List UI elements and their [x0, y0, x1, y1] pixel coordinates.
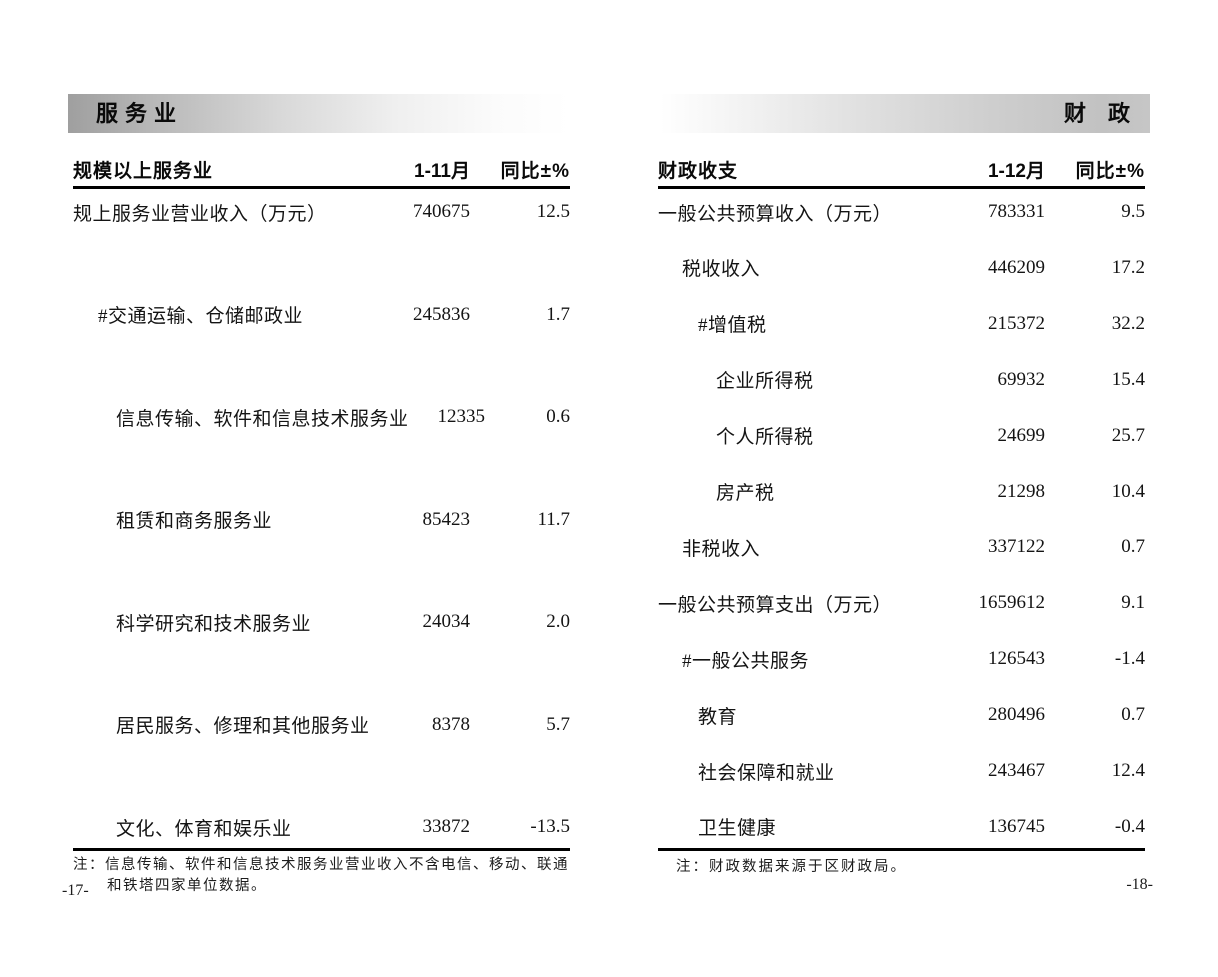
table-top-rule-right	[658, 186, 1145, 189]
row-value: 1659612	[978, 592, 1046, 614]
row-yoy: 15.4	[1111, 368, 1145, 390]
table-row: 教育 280496 0.7	[658, 700, 1145, 730]
column-header-yoy-right: 同比±%	[1075, 160, 1145, 182]
row-value: 740675	[413, 201, 470, 222]
row-yoy: 17.2	[1111, 256, 1145, 278]
section-header-bar-services: 服务业	[68, 94, 570, 133]
table-row: 信息传输、软件和信息技术服务业 12335 0.6	[73, 402, 570, 432]
row-label: 房产税	[716, 483, 775, 505]
table-top-rule-left	[73, 186, 570, 189]
column-header-period-left: 1-11月	[414, 160, 470, 182]
row-value: 24034	[422, 611, 471, 632]
table-row: 居民服务、修理和其他服务业 8378 5.7	[73, 710, 570, 740]
row-value: 33872	[422, 816, 471, 837]
row-yoy: -13.5	[530, 816, 570, 837]
column-header-yoy-left: 同比±%	[500, 160, 570, 182]
row-label: 信息传输、软件和信息技术服务业	[116, 408, 409, 430]
row-label: #一般公共服务	[682, 650, 810, 672]
row-yoy: 0.7	[1121, 704, 1145, 726]
row-label: 社会保障和就业	[698, 762, 835, 784]
row-value: 215372	[988, 312, 1045, 334]
row-label: 教育	[698, 706, 738, 728]
section-title-finance: 财 政	[1063, 101, 1130, 126]
row-yoy: -1.4	[1114, 648, 1145, 670]
row-value: 783331	[988, 201, 1045, 222]
row-value: 126543	[988, 648, 1045, 670]
row-value: 85423	[422, 508, 471, 530]
table-row: 租赁和商务服务业 85423 11.7	[73, 505, 570, 535]
page-number-17: -17-	[62, 882, 89, 899]
row-yoy: 0.7	[1121, 536, 1145, 558]
table-row: #一般公共服务 126543 -1.4	[658, 644, 1145, 674]
table-row: 个人所得税 24699 25.7	[658, 421, 1145, 451]
row-value: 21298	[997, 480, 1046, 502]
section-header-bar-finance: 财 政	[660, 94, 1150, 133]
row-value: 12335	[437, 406, 486, 427]
row-value: 280496	[988, 704, 1045, 726]
row-label: 一般公共预算收入（万元）	[658, 203, 893, 225]
row-label: 科学研究和技术服务业	[116, 613, 312, 635]
table-header-services: 规模以上服务业 1-11月 同比±%	[73, 152, 570, 186]
row-yoy: 12.4	[1111, 760, 1145, 782]
row-value: 24699	[997, 424, 1046, 446]
table-row: 一般公共预算收入（万元） 783331 9.5	[658, 197, 1145, 227]
row-yoy: 9.1	[1121, 592, 1145, 614]
row-value: 446209	[988, 256, 1045, 278]
table-name-finance: 财政收支	[658, 160, 739, 182]
table-row: 科学研究和技术服务业 24034 2.0	[73, 607, 570, 637]
row-label: 规上服务业营业收入（万元）	[73, 203, 327, 225]
table-bottom-rule-right	[658, 848, 1145, 851]
table-name-services: 规模以上服务业	[73, 160, 214, 182]
row-yoy: 9.5	[1121, 201, 1145, 222]
section-title-services: 服务业	[96, 101, 184, 126]
row-yoy: 5.7	[546, 713, 570, 735]
row-yoy: 2.0	[546, 611, 570, 632]
row-label: 文化、体育和娱乐业	[116, 818, 292, 840]
row-label: 一般公共预算支出（万元）	[658, 594, 893, 616]
row-value: 245836	[413, 303, 470, 325]
table-row: 一般公共预算支出（万元） 1659612 9.1	[658, 588, 1145, 618]
table-row: 规上服务业营业收入（万元） 740675 12.5	[73, 197, 570, 227]
row-yoy: 0.6	[546, 406, 570, 427]
table-bottom-rule-left	[73, 848, 570, 851]
table-row: 文化、体育和娱乐业 33872 -13.5	[73, 812, 570, 842]
row-value: 337122	[988, 536, 1045, 558]
row-value: 136745	[988, 815, 1045, 837]
table-body-finance: 一般公共预算收入（万元） 783331 9.5 税收收入 446209 17.2…	[658, 189, 1145, 848]
table-row: #增值税 215372 32.2	[658, 309, 1145, 339]
footnote-services: 注：信息传输、软件和信息技术服务业营业收入不含电信、移动、联通和铁塔四家单位数据…	[73, 857, 569, 894]
table-row: 房产税 21298 10.4	[658, 477, 1145, 507]
row-value: 69932	[997, 368, 1046, 390]
column-header-period-right: 1-12月	[987, 160, 1045, 182]
table-body-services: 规上服务业营业收入（万元） 740675 12.5 #交通运输、仓储邮政业 24…	[73, 189, 570, 848]
row-label: 个人所得税	[716, 427, 814, 449]
row-label: 卫生健康	[698, 818, 777, 840]
row-yoy: 10.4	[1111, 480, 1145, 502]
table-row: 非税收入 337122 0.7	[658, 532, 1145, 562]
row-label: 企业所得税	[716, 371, 814, 393]
table-header-finance: 财政收支 1-12月 同比±%	[658, 152, 1145, 186]
row-yoy: 1.7	[546, 303, 570, 325]
row-yoy: 11.7	[537, 508, 570, 530]
row-yoy: 12.5	[536, 201, 570, 222]
row-label: 租赁和商务服务业	[116, 511, 273, 532]
table-row: #交通运输、仓储邮政业 245836 1.7	[73, 300, 570, 330]
footnote-finance: 注：财政数据来源于区财政局。	[676, 859, 907, 875]
table-row: 企业所得税 69932 15.4	[658, 365, 1145, 395]
row-label: 居民服务、修理和其他服务业	[116, 716, 370, 737]
table-row: 社会保障和就业 243467 12.4	[658, 756, 1145, 786]
row-yoy: 25.7	[1111, 424, 1145, 446]
row-value: 243467	[988, 760, 1045, 782]
row-yoy: 32.2	[1111, 312, 1145, 334]
row-yoy: -0.4	[1114, 815, 1145, 837]
row-label: 税收收入	[682, 259, 761, 281]
table-row: 税收收入 446209 17.2	[658, 253, 1145, 283]
row-label: #增值税	[698, 315, 767, 337]
row-value: 8378	[432, 713, 470, 735]
row-label: 非税收入	[682, 538, 761, 560]
page-number-18: -18-	[1126, 876, 1153, 893]
row-label: #交通运输、仓储邮政业	[98, 306, 304, 327]
table-row: 卫生健康 136745 -0.4	[658, 812, 1145, 842]
